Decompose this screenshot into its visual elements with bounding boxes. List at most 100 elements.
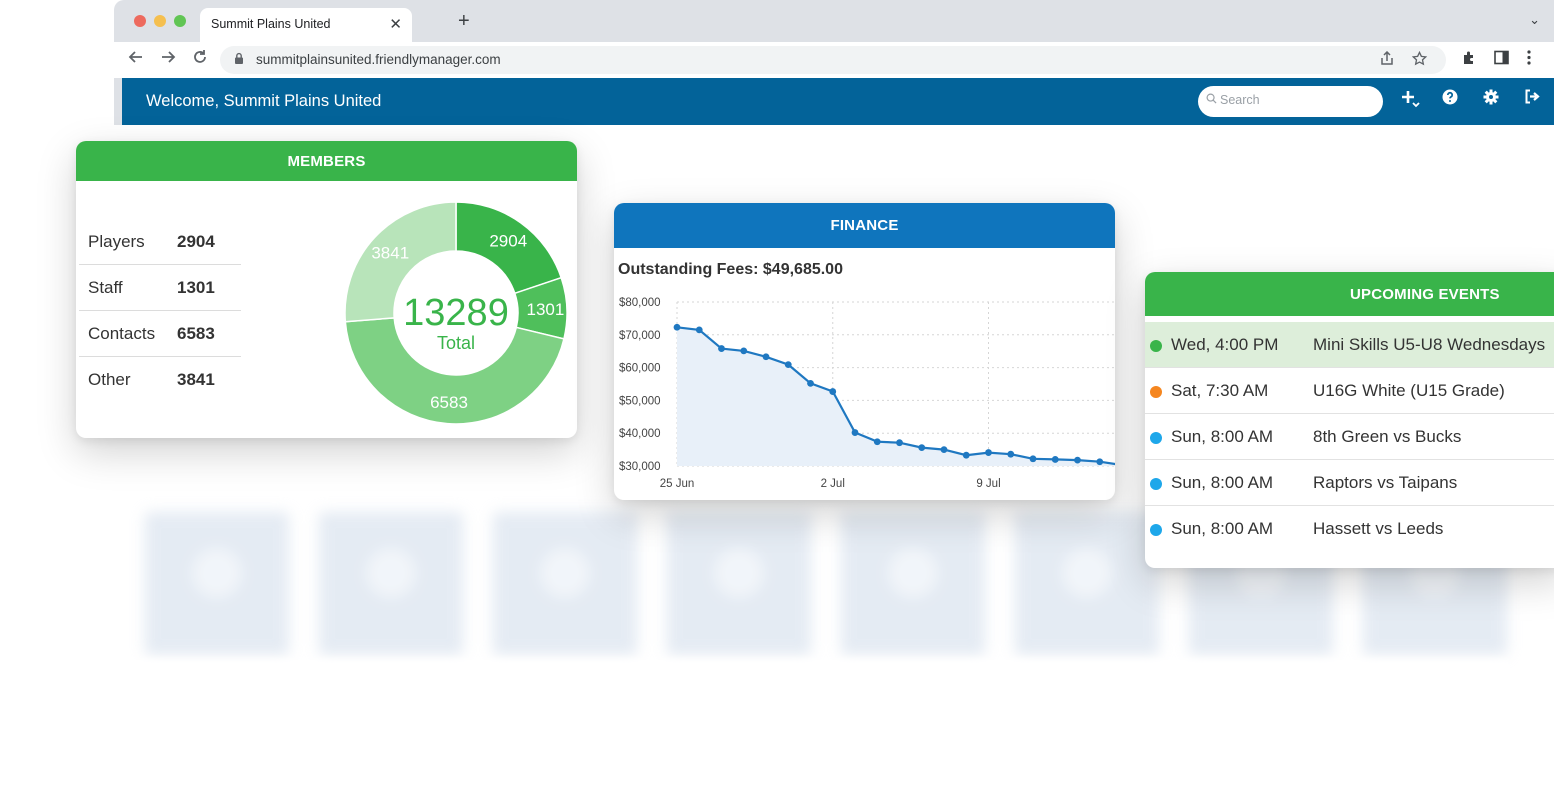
event-name: Mini Skills U5-U8 Wednesdays	[1313, 335, 1546, 354]
event-row[interactable]: Sat, 7:30 AM U16G White (U15 Grade)	[1145, 368, 1554, 414]
fees-data-point[interactable]	[940, 446, 948, 453]
member-row-other[interactable]: Other 3841	[79, 357, 241, 403]
donut-total-value: 13289	[403, 292, 509, 334]
fees-data-point[interactable]	[784, 361, 792, 369]
extensions-icon[interactable]	[1461, 50, 1477, 70]
upcoming-events-title: UPCOMING EVENTS	[1145, 272, 1554, 316]
fees-data-point[interactable]	[896, 439, 903, 447]
upcoming-events-card: UPCOMING EVENTS Wed, 4:00 PM Mini Skills …	[1145, 272, 1554, 568]
browser-tab[interactable]: Summit Plains United ✕	[200, 8, 412, 42]
search-icon	[1206, 93, 1217, 107]
donut-total-label: Total	[437, 333, 475, 353]
fees-data-point[interactable]	[829, 388, 837, 395]
member-count: 6583	[177, 323, 215, 343]
welcome-text: Welcome, Summit Plains United	[146, 92, 382, 110]
event-row[interactable]: Wed, 4:00 PM Mini Skills U5-U8 Wednesdays	[1145, 322, 1554, 368]
fees-data-point[interactable]	[718, 345, 725, 352]
event-row[interactable]: Sun, 8:00 AM Hassett vs Leeds	[1145, 506, 1554, 552]
tab-search-chevron-icon[interactable]: ⌄	[1529, 12, 1540, 27]
member-label: Staff	[88, 277, 123, 297]
members-card-title: MEMBERS	[76, 141, 577, 181]
lock-icon	[234, 52, 244, 68]
side-panel-icon[interactable]	[1494, 50, 1509, 69]
y-tick-label: $70,000	[619, 330, 661, 342]
x-tick-label: 2 Jul	[821, 478, 845, 490]
back-arrow-icon[interactable]	[128, 49, 144, 70]
address-bar[interactable]: summitplainsunited.friendlymanager.com	[220, 46, 1446, 74]
add-icon[interactable]	[1400, 89, 1420, 114]
tab-title: Summit Plains United	[211, 17, 331, 31]
fees-area-fill	[677, 327, 1115, 466]
blurred-tile	[145, 512, 289, 655]
new-tab-icon[interactable]: +	[458, 10, 470, 32]
fees-data-point[interactable]	[985, 449, 992, 456]
fees-data-point[interactable]	[918, 444, 926, 452]
finance-card-title: FINANCE	[614, 203, 1115, 248]
fees-data-point[interactable]	[1029, 455, 1037, 463]
close-window-button[interactable]	[134, 15, 146, 27]
member-count: 1301	[177, 277, 215, 297]
member-row-contacts[interactable]: Contacts 6583	[79, 311, 241, 357]
menu-icon[interactable]	[1527, 50, 1531, 69]
donut-slice-other[interactable]	[344, 201, 457, 323]
search-box[interactable]	[1198, 86, 1383, 117]
browser-toolbar: summitplainsunited.friendlymanager.com	[114, 42, 1554, 78]
fees-data-point[interactable]	[673, 323, 681, 331]
member-count: 2904	[177, 231, 215, 251]
donut-slice-contacts[interactable]	[344, 317, 565, 425]
search-input[interactable]	[1220, 93, 1375, 107]
member-row-players[interactable]: Players 2904	[79, 219, 241, 265]
member-row-staff[interactable]: Staff 1301	[79, 265, 241, 311]
blurred-tile	[319, 512, 463, 655]
finance-card: FINANCE Outstanding Fees: $49,685.00 $30…	[614, 203, 1115, 500]
event-time: Sat, 7:30 AM	[1171, 381, 1269, 400]
y-tick-label: $50,000	[619, 395, 661, 407]
maximize-window-button[interactable]	[174, 15, 186, 27]
fees-data-point[interactable]	[851, 429, 859, 436]
fees-data-point[interactable]	[695, 326, 703, 334]
event-name: Hassett vs Leeds	[1313, 519, 1444, 538]
minimize-window-button[interactable]	[154, 15, 166, 27]
x-tick-label: 25 Jun	[660, 478, 695, 490]
forward-arrow-icon[interactable]	[160, 49, 176, 70]
share-icon[interactable]	[1380, 50, 1394, 70]
logout-icon[interactable]	[1524, 89, 1541, 109]
y-tick-label: $60,000	[619, 363, 661, 375]
member-count: 3841	[177, 370, 215, 389]
y-tick-label: $40,000	[619, 428, 661, 440]
y-tick-label: $30,000	[619, 461, 661, 473]
star-icon[interactable]	[1411, 50, 1428, 70]
event-row[interactable]: Sun, 8:00 AM Raptors vs Taipans	[1145, 460, 1554, 506]
event-time: Wed, 4:00 PM	[1171, 335, 1279, 354]
fees-data-point[interactable]	[873, 438, 881, 446]
donut-slice-label: 6583	[430, 393, 468, 412]
url-text: summitplainsunited.friendlymanager.com	[256, 52, 501, 67]
fees-data-point[interactable]	[1007, 450, 1015, 458]
event-status-dot	[1150, 386, 1162, 398]
fees-data-point[interactable]	[1074, 456, 1081, 464]
reload-icon[interactable]	[192, 49, 208, 70]
members-list: Players 2904 Staff 1301 Contacts 6583 Other 384…	[79, 219, 241, 403]
fees-data-point[interactable]	[740, 347, 748, 355]
outstanding-fees: Outstanding Fees: $49,685.00	[618, 261, 843, 278]
help-icon[interactable]	[1442, 89, 1458, 110]
outstanding-fees-line-chart: $30,000 $40,000 $50,000 $60,000 $70,000 $80,0…	[619, 297, 1115, 490]
event-time: Sun, 8:00 AM	[1171, 519, 1274, 538]
close-tab-icon[interactable]: ✕	[389, 16, 402, 33]
event-status-dot	[1150, 432, 1162, 444]
event-time: Sun, 8:00 AM	[1171, 427, 1274, 446]
settings-icon[interactable]	[1483, 89, 1499, 110]
blurred-tile	[493, 512, 637, 655]
fade-overlay	[60, 660, 1510, 750]
tab-bar: Summit Plains United ✕ + ⌄	[114, 0, 1554, 42]
fees-data-point[interactable]	[1096, 458, 1104, 466]
fees-data-point[interactable]	[962, 451, 970, 459]
event-row[interactable]: Sun, 8:00 AM 8th Green vs Bucks	[1145, 414, 1554, 460]
fees-data-point[interactable]	[807, 379, 814, 387]
fees-data-point[interactable]	[1051, 456, 1059, 463]
member-label: Players	[88, 231, 145, 251]
member-label: Contacts	[88, 323, 156, 343]
fees-data-point[interactable]	[762, 353, 770, 361]
members-card: MEMBERS Players 2904 Staff 1301 Contacts 6583…	[76, 141, 577, 438]
